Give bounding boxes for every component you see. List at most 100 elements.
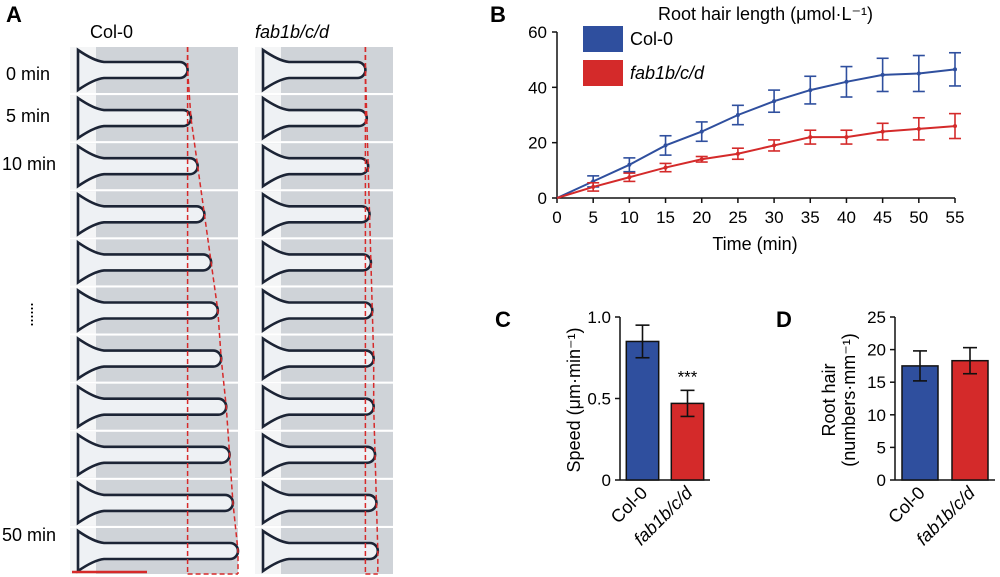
chart-b-series-1 bbox=[556, 112, 961, 199]
chart-b-x-tick-label: 45 bbox=[873, 208, 892, 227]
chart-b-y-tick-label: 0 bbox=[538, 189, 547, 208]
data-point bbox=[663, 143, 668, 148]
chart-b-x-tick-label: 5 bbox=[588, 208, 597, 227]
data-point bbox=[735, 151, 740, 156]
panel-a-col0-label: Col-0 bbox=[90, 22, 133, 42]
panel-c-bar-chart: C Speed (μm·min⁻¹) 00.51.0Col-0fab1b/c/d… bbox=[495, 307, 710, 549]
data-point bbox=[808, 88, 813, 93]
data-point bbox=[880, 72, 885, 77]
data-point bbox=[916, 71, 921, 76]
chart-d-error-bar bbox=[913, 350, 927, 382]
col0-frame bbox=[70, 383, 238, 430]
panel-b-letter: B bbox=[490, 2, 506, 27]
chart-d-y-tick-label: 20 bbox=[867, 341, 886, 360]
chart-d-y-tick-label: 10 bbox=[867, 406, 886, 425]
chart-b-x-tick-label: 30 bbox=[765, 208, 784, 227]
chart-b-x-tick-label: 20 bbox=[692, 208, 711, 227]
mutant-frame bbox=[255, 479, 393, 526]
chart-b-y-tick-label: 40 bbox=[528, 78, 547, 97]
chart-c-significance: *** bbox=[678, 367, 698, 386]
col0-frame bbox=[70, 335, 238, 382]
legend-label: fab1b/c/d bbox=[630, 63, 705, 83]
legend-label: Col-0 bbox=[630, 29, 673, 49]
chart-d-y-tick-label: 5 bbox=[877, 438, 886, 457]
chart-d-bar bbox=[951, 359, 989, 481]
mutant-frames bbox=[255, 47, 393, 574]
data-point bbox=[699, 129, 704, 134]
panel-c-letter: C bbox=[495, 307, 511, 332]
chart-d-bar bbox=[901, 365, 939, 481]
series-line bbox=[556, 125, 956, 199]
panel-a-mutant-label: fab1b/c/d bbox=[255, 22, 330, 42]
mutant-frame bbox=[255, 383, 393, 430]
chart-c-error-bar bbox=[680, 389, 695, 418]
chart-b-title: Root hair length (μmol·L⁻¹) bbox=[658, 4, 873, 24]
mutant-frame bbox=[255, 287, 393, 334]
col0-frame bbox=[70, 528, 240, 574]
data-point bbox=[663, 165, 668, 170]
series-line bbox=[556, 68, 956, 199]
panel-d-bar-chart: D Root hair (numbers·mm⁻¹) 0 5 10 15 20 25 Col… bbox=[776, 307, 995, 549]
data-point bbox=[844, 79, 849, 84]
mutant-frame bbox=[255, 239, 393, 286]
chart-d-y-tick-label: 0 bbox=[877, 471, 886, 490]
chart-c-bar bbox=[625, 340, 660, 481]
data-point bbox=[772, 99, 777, 104]
panel-d-letter: D bbox=[776, 307, 792, 332]
time-label-0: 0 min bbox=[6, 64, 50, 84]
chart-b-x-tick-label: 40 bbox=[837, 208, 856, 227]
chart-c-y-tick-label: 1.0 bbox=[587, 308, 611, 327]
chart-d-ylabel-line2: (numbers·mm⁻¹) bbox=[839, 333, 859, 467]
chart-c-error-bar bbox=[635, 324, 650, 359]
data-point bbox=[808, 135, 813, 140]
chart-c-y-tick-label: 0.5 bbox=[587, 390, 611, 409]
col0-frame bbox=[70, 287, 238, 334]
data-point bbox=[772, 143, 777, 148]
chart-b-x-tick-label: 55 bbox=[946, 208, 965, 227]
col0-frame bbox=[70, 47, 238, 93]
mutant-frame bbox=[255, 47, 393, 93]
chart-b-series-0 bbox=[556, 51, 961, 199]
chart-d-error-bar bbox=[963, 346, 977, 375]
chart-d-category-label: Col-0 bbox=[884, 483, 929, 528]
chart-b-x-tick-label: 50 bbox=[909, 208, 928, 227]
col0-frame bbox=[70, 431, 238, 478]
chart-b-x-tick-label: 15 bbox=[656, 208, 675, 227]
mutant-frame bbox=[255, 191, 393, 238]
data-point bbox=[627, 175, 632, 180]
chart-d-ylabel-line1: Root hair bbox=[819, 363, 839, 436]
data-point bbox=[627, 162, 632, 167]
chart-b-series bbox=[556, 51, 961, 199]
mutant-frame bbox=[255, 143, 393, 190]
chart-c-ylabel: Speed (μm·min⁻¹) bbox=[564, 328, 584, 473]
time-label-5: 5 min bbox=[6, 106, 50, 126]
col0-frame bbox=[70, 95, 238, 142]
chart-b-x-tick-label: 0 bbox=[552, 208, 561, 227]
col0-frame bbox=[70, 191, 238, 238]
growth-guides bbox=[186, 47, 379, 575]
time-label-10: 10 min bbox=[2, 154, 56, 174]
panel-a: A Col-0 fab1b/c/d 0 min 5 min 10 min ...… bbox=[2, 2, 393, 575]
panel-a-letter: A bbox=[6, 2, 22, 27]
chart-b-axes: 0 20 40 60 0 5 10 15 20 25 30 35 40 45 50 55 bbox=[528, 23, 964, 227]
mutant-frame bbox=[255, 528, 393, 574]
data-point bbox=[735, 113, 740, 117]
chart-b-legend: Col-0 fab1b/c/d bbox=[583, 26, 705, 86]
data-point bbox=[880, 129, 885, 134]
col0-frame bbox=[70, 143, 238, 190]
chart-b-xlabel: Time (min) bbox=[712, 234, 797, 254]
data-point bbox=[699, 157, 704, 162]
chart-b-x-tick-label: 25 bbox=[728, 208, 747, 227]
time-ellipsis: ...... bbox=[27, 302, 47, 326]
col0-frame bbox=[70, 239, 238, 286]
mutant-frame bbox=[255, 431, 393, 478]
mutant-frame bbox=[255, 335, 393, 382]
chart-d-y-tick-label: 15 bbox=[867, 373, 886, 392]
data-point bbox=[916, 126, 921, 131]
panel-b-line-chart: B Root hair length (μmol·L⁻¹) Time (min)… bbox=[490, 2, 964, 254]
data-point bbox=[953, 67, 957, 72]
legend-swatch bbox=[583, 26, 623, 52]
